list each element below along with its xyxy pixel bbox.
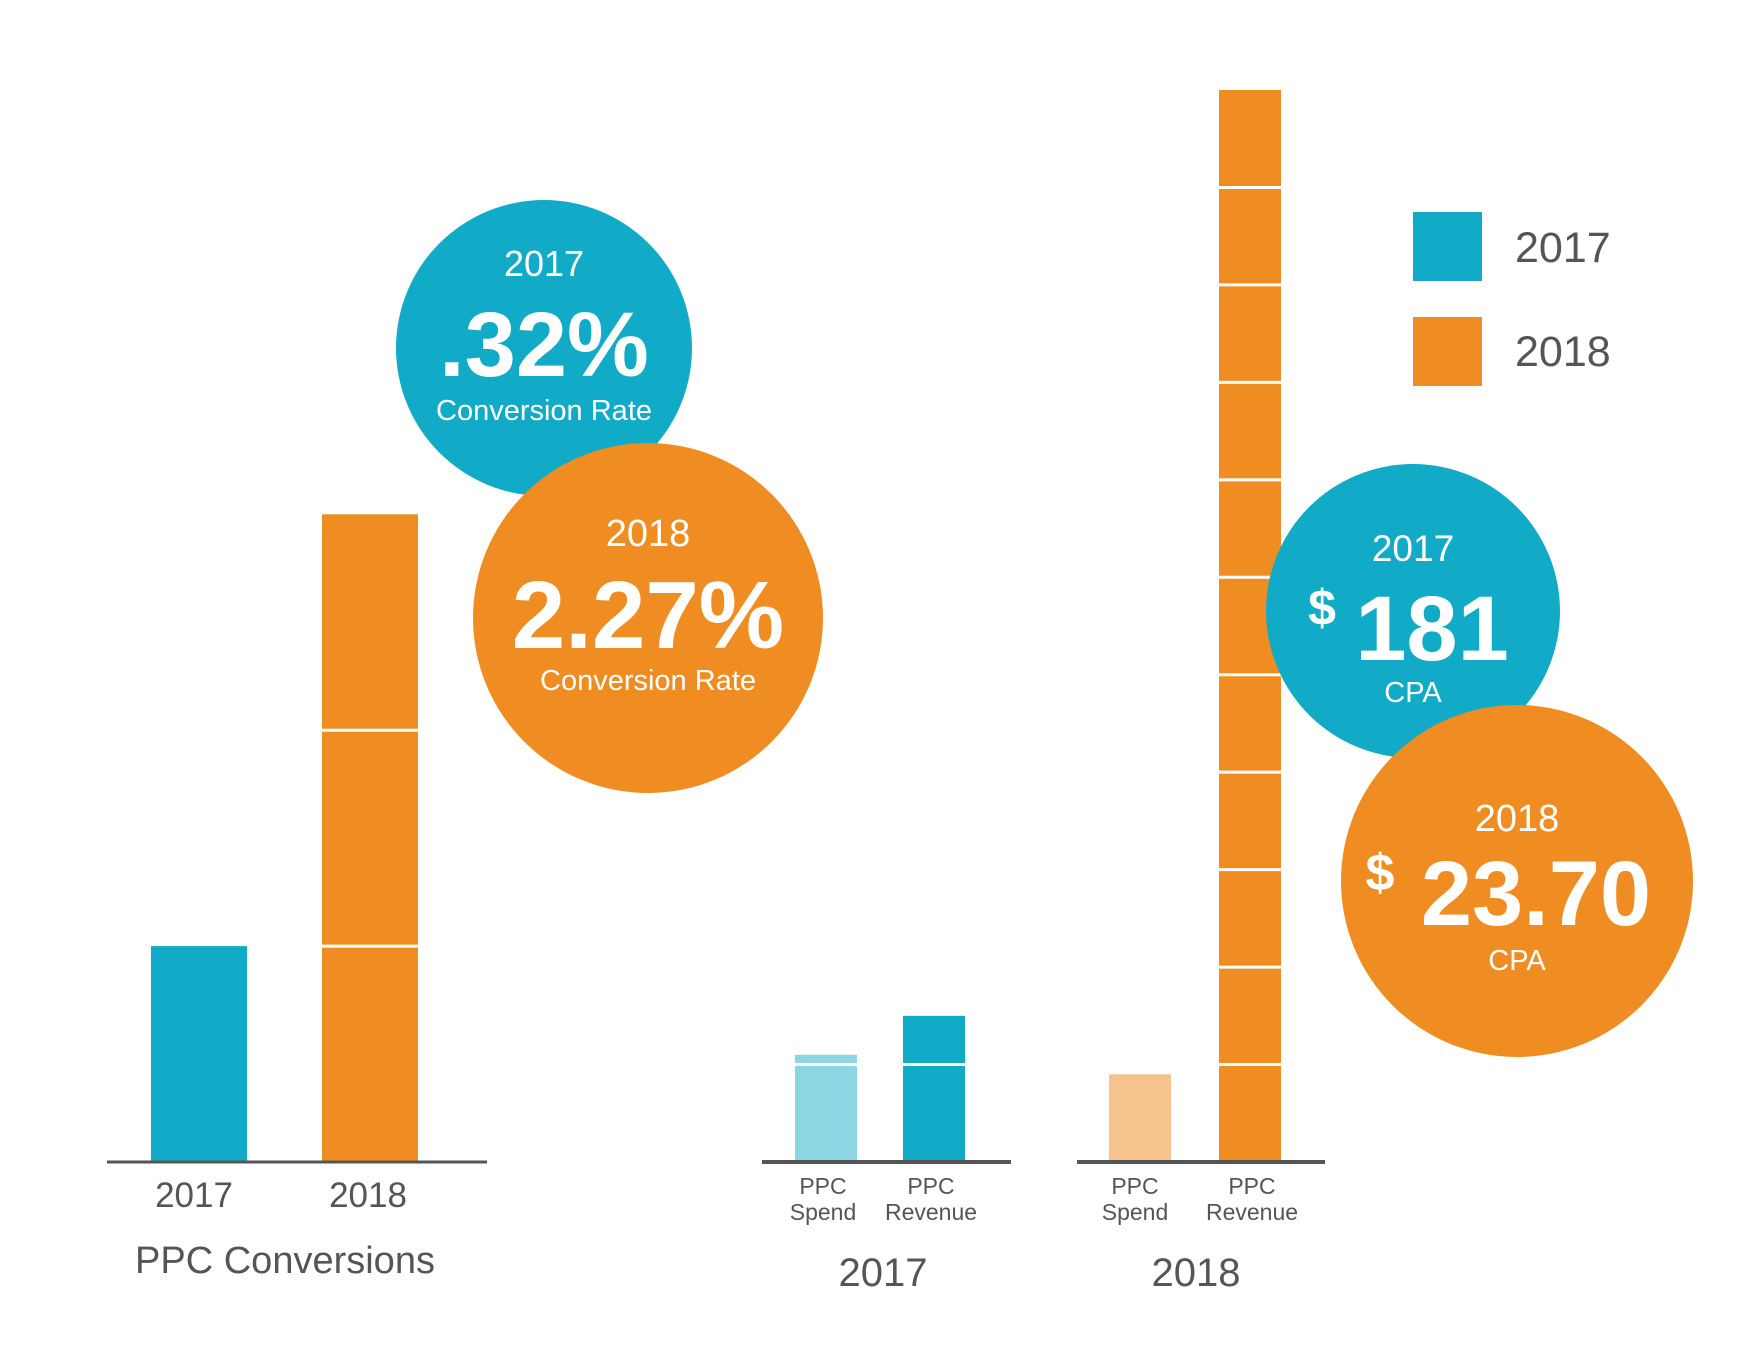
conversion-rate-2018-caption: Conversion Rate [540,665,756,697]
cpa-2018-value: 23.70 [1421,843,1651,945]
tick-label-ppc-spend-2018: PPC Spend [1102,1173,1169,1225]
cpa-2017-currency: $ [1308,580,1336,636]
cpa-2018-currency: $ [1366,844,1395,902]
bar-ppc-conversions-0 [151,946,247,1162]
tick-label-ppc-revenue-2017: PPC Revenue [885,1173,977,1225]
conversion-rate-2018-circle [473,443,823,793]
tick-label-ppc-spend-2017: PPC Spend [790,1173,857,1225]
bar-2017-1 [903,1015,965,1162]
legend-swatch-2018 [1413,317,1482,386]
bar-2018-0 [1109,1074,1171,1162]
legend-label-2018: 2018 [1515,328,1611,376]
bar-2017-0 [795,1054,857,1162]
tick-label-2017: 2017 [155,1176,233,1215]
ppc-2018-chart [1109,90,1281,1162]
ppc-2017-chart-title: 2017 [839,1251,928,1295]
cpa-2017-circle [1266,464,1560,758]
conversion-rate-2017-caption: Conversion Rate [436,395,652,427]
conversion-rate-2017-callout: 2017 .32% Conversion Rate [396,200,692,496]
tick-label-2018: 2018 [329,1176,407,1215]
tick-label-ppc-revenue-2018: PPC Revenue [1206,1173,1298,1225]
cpa-2017-value: 181 [1355,578,1509,680]
cpa-2018-caption: CPA [1488,945,1546,977]
conversions-chart-title: PPC Conversions [135,1240,435,1282]
cpa-2017-caption: CPA [1384,677,1442,709]
cpa-2017-year: 2017 [1372,528,1454,569]
cpa-2018-year: 2018 [1475,798,1560,840]
ppc-conversions-chart [151,514,418,1162]
cpa-2018-callout: 2018 $ 23.70 CPA [1341,705,1693,1057]
bar-ppc-conversions-1 [322,514,418,1162]
conversion-rate-2017-value: .32% [439,294,649,396]
conversion-rate-2018-year: 2018 [606,513,691,555]
legend-swatch-2017 [1413,212,1482,281]
conversion-rate-2017-year: 2017 [504,243,584,284]
legend: 2017 2018 [1413,212,1611,386]
conversion-rate-2018-value: 2.27% [512,562,784,669]
ppc-2018-chart-title: 2018 [1152,1251,1241,1295]
ppc-2017-chart [795,1015,965,1162]
conversion-rate-2017-circle [396,200,692,496]
cpa-2017-callout: 2017 $ 181 CPA [1266,464,1560,758]
conversion-rate-2018-callout: 2018 2.27% Conversion Rate [473,443,823,793]
cpa-2018-circle [1341,705,1693,1057]
legend-label-2017: 2017 [1515,224,1611,272]
